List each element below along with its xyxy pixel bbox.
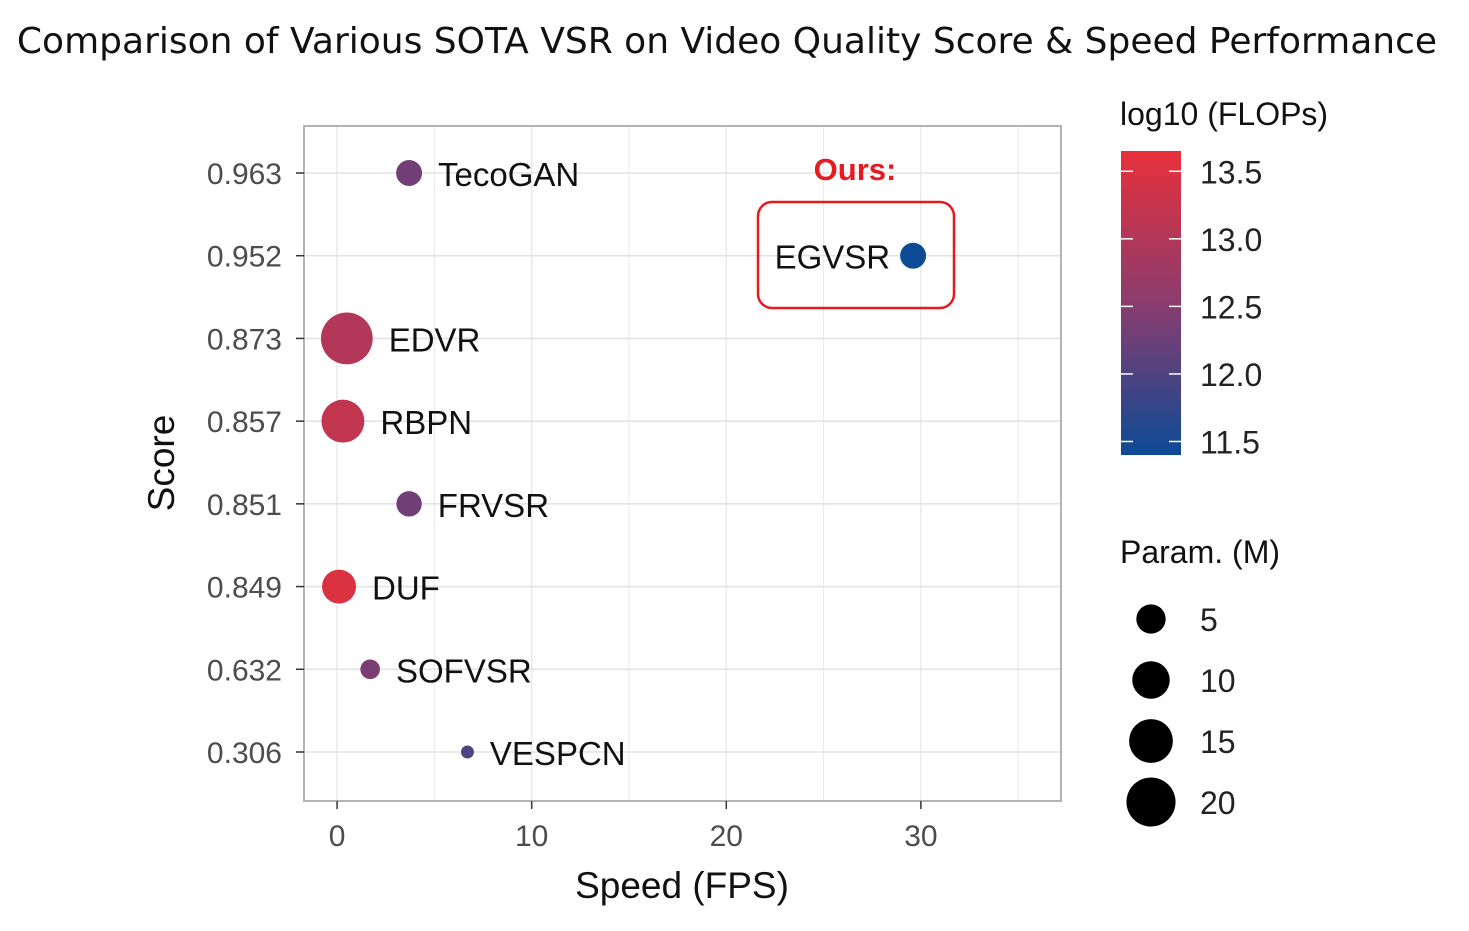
ours-annotation: Ours: <box>814 152 897 187</box>
color-legend-tick-label: 13.0 <box>1200 222 1262 258</box>
grid <box>304 126 1061 801</box>
size-legend-label: 20 <box>1200 785 1236 821</box>
point-label: SOFVSR <box>396 652 532 689</box>
size-legend-label: 10 <box>1200 663 1236 699</box>
color-legend-tick-label: 11.5 <box>1200 424 1260 460</box>
y-tick-label: 0.851 <box>207 489 282 522</box>
x-tick-label: 10 <box>515 820 548 853</box>
data-points: TecoGAN EGVSR EDVR RBPN FRVSR DUF SOFVSR VESPCN <box>320 156 927 772</box>
data-point <box>360 659 380 680</box>
y-axis-title: Score <box>141 415 182 512</box>
color-legend: log10 (FLOPs) 11.5 12.0 12.5 13.0 13.5 <box>1120 96 1328 460</box>
chart-title: Comparison of Various SOTA VSR on Video … <box>17 21 1437 62</box>
ours-highlight-box <box>756 200 956 310</box>
data-point <box>321 399 365 443</box>
color-legend-tick-label: 12.0 <box>1200 357 1262 393</box>
size-legend-key <box>1136 604 1166 634</box>
size-legend-label: 15 <box>1200 724 1236 760</box>
y-tick-label: 0.963 <box>207 158 282 191</box>
point-label: TecoGAN <box>438 156 579 193</box>
data-point <box>320 312 373 365</box>
y-tick-label: 0.857 <box>207 406 282 439</box>
point-label: DUF <box>372 570 440 607</box>
color-legend-title: log10 (FLOPs) <box>1120 96 1328 132</box>
y-tick-label: 0.632 <box>207 654 282 687</box>
point-label: RBPN <box>380 404 472 441</box>
color-legend-bar <box>1121 151 1181 455</box>
size-legend-key <box>1126 777 1176 827</box>
data-point <box>461 745 474 759</box>
x-tick-label: 30 <box>904 820 937 853</box>
size-legend-key <box>1129 719 1173 763</box>
point-label: EGVSR <box>775 239 891 276</box>
y-tick-label: 0.952 <box>207 241 282 274</box>
y-tick-label: 0.306 <box>207 737 282 770</box>
color-legend-tick-label: 13.5 <box>1200 154 1262 190</box>
data-point <box>396 160 423 186</box>
x-tick-label: 0 <box>329 820 346 853</box>
point-label: EDVR <box>389 321 481 358</box>
data-point <box>322 569 357 604</box>
size-legend-key <box>1132 661 1170 699</box>
size-legend-title: Param. (M) <box>1120 534 1280 570</box>
y-tick-label: 0.873 <box>207 323 282 356</box>
plot-panel-border <box>303 125 1062 802</box>
y-tick-label: 0.849 <box>207 572 282 605</box>
axes: 0 10 20 30 0.306 0.632 0.849 0.851 0.857 0.873 0.9… <box>207 158 938 853</box>
x-tick-label: 20 <box>710 820 743 853</box>
point-label: FRVSR <box>438 487 549 524</box>
size-legend: Param. (M) 5 10 15 20 <box>1120 534 1280 827</box>
data-point <box>396 491 422 517</box>
size-legend-label: 5 <box>1200 602 1218 638</box>
color-legend-tick-label: 12.5 <box>1200 289 1262 325</box>
point-label: VESPCN <box>490 735 626 772</box>
data-point <box>900 242 927 269</box>
x-axis-title: Speed (FPS) <box>575 865 789 906</box>
